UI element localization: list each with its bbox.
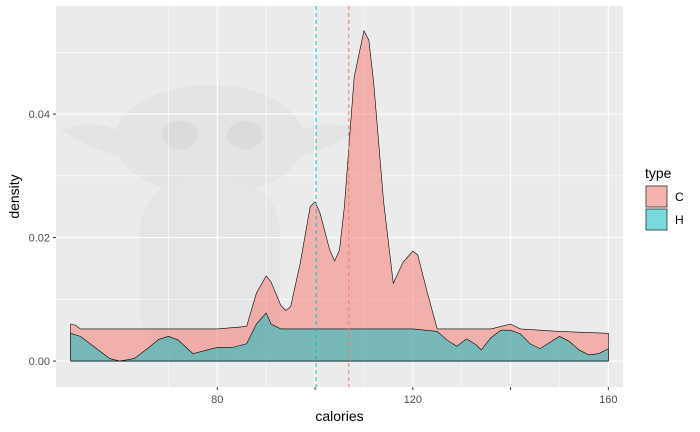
x-tick-label: 120 xyxy=(404,394,422,406)
y-tick-label: 0.00 xyxy=(29,356,50,368)
x-tick-label: 80 xyxy=(211,394,223,406)
density-area-h xyxy=(70,312,609,362)
legend-label-h: H xyxy=(675,213,684,227)
density-area-c xyxy=(70,29,609,362)
y-tick-label: 0.04 xyxy=(29,109,50,121)
density-areas xyxy=(70,29,609,362)
x-axis-title: calories xyxy=(315,408,363,424)
legend-key-c xyxy=(645,185,668,208)
legend: type CH xyxy=(645,165,684,231)
x-axis: 80 120 160 xyxy=(211,387,618,406)
x-tick-label: 160 xyxy=(599,394,617,406)
mean-lines xyxy=(315,6,350,387)
legend-label-c: C xyxy=(675,190,684,204)
watermark-image xyxy=(60,85,360,360)
y-axis: 0.00 0.02 0.04 xyxy=(29,109,56,368)
y-axis-title: density xyxy=(6,174,22,218)
legend-key-h xyxy=(645,208,668,231)
y-tick-label: 0.02 xyxy=(29,233,50,245)
legend-title: type xyxy=(645,165,672,181)
